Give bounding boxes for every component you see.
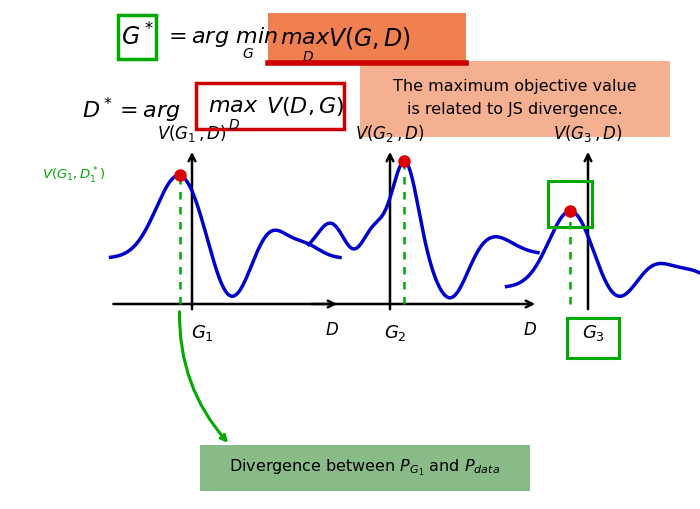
Text: Divergence between $P_{G_1}$ and $P_{data}$: Divergence between $P_{G_1}$ and $P_{dat… [230, 457, 500, 477]
Text: $V(D,G)$: $V(D,G)$ [266, 94, 344, 117]
Text: $\mathit{max}$: $\mathit{max}$ [280, 28, 330, 48]
Text: $G_1$: $G_1$ [190, 322, 214, 343]
Bar [268, 14, 466, 64]
Bar [360, 62, 670, 138]
Text: $D$: $D$ [302, 50, 314, 64]
Bar [200, 445, 530, 491]
Text: $V(G_1\,,D)$: $V(G_1\,,D)$ [157, 123, 227, 144]
Text: $V(G,D)$: $V(G,D)$ [328, 25, 412, 51]
Bar [548, 182, 592, 228]
Text: $D^* = \mathit{arg}$: $D^* = \mathit{arg}$ [82, 95, 181, 124]
Text: $G^*$: $G^*$ [120, 23, 153, 50]
Text: $V(G_2\,,D)$: $V(G_2\,,D)$ [355, 123, 425, 144]
Text: $G_3$: $G_3$ [582, 322, 605, 343]
Text: $D$: $D$ [523, 320, 537, 338]
Bar [196, 84, 344, 130]
Text: $G$: $G$ [242, 47, 254, 61]
Text: $V(G_1,D_1^*)$: $V(G_1,D_1^*)$ [43, 166, 106, 186]
Bar [118, 16, 156, 60]
Text: $G_2$: $G_2$ [384, 322, 406, 343]
Text: The maximum objective value
is related to JS divergence.: The maximum objective value is related t… [393, 79, 637, 117]
Text: $= \mathit{arg}\ \mathit{min}$: $= \mathit{arg}\ \mathit{min}$ [164, 25, 278, 49]
Bar [567, 318, 619, 358]
Text: $V(G_3\,,D)$: $V(G_3\,,D)$ [553, 123, 623, 144]
Text: $\mathit{max}$: $\mathit{max}$ [208, 96, 259, 116]
Text: $D$: $D$ [325, 320, 339, 338]
Text: $D$: $D$ [228, 118, 240, 132]
